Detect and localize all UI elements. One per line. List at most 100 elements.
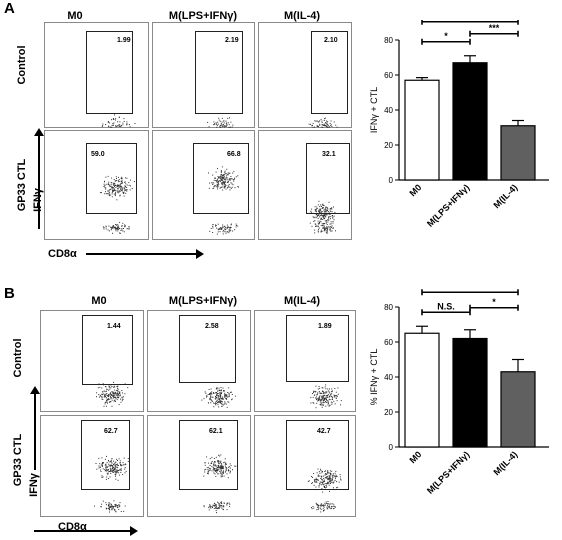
y-tick-label: 0: [389, 443, 394, 452]
x-tick-label: M(LPS+IFNγ): [425, 449, 472, 496]
x-tick-label: M(IL-4): [491, 182, 519, 210]
gate: [179, 315, 236, 383]
gate-value: 2.10: [324, 37, 338, 44]
dot-cloud: [309, 200, 336, 234]
dot-cloud: [94, 455, 129, 513]
x-tick-label: M0: [407, 449, 423, 465]
panel-b-xaxis-arrowhead: [130, 526, 138, 536]
gate-value: 1.89: [318, 323, 332, 330]
flow-plot-b-control-il4: 1.89: [254, 310, 356, 412]
flow-plot-b-control-lps: 2.58: [147, 310, 251, 412]
panel-b-letter: B: [4, 285, 15, 302]
gate: [179, 420, 238, 490]
bar: [500, 125, 536, 181]
gate-value: 2.19: [225, 37, 239, 44]
gate: [82, 315, 133, 385]
panel-b-yaxis-label: IFNγ: [28, 473, 40, 497]
bar-chart-b: 0 20 40 60 80 % IFNγ + CTL M0 M(LPS+IFNγ) M(IL-4…: [369, 287, 549, 496]
x-tick-label: M(IL-4): [491, 449, 519, 477]
panel-a-col-m0: M0: [67, 10, 83, 22]
dot-cloud: [101, 114, 136, 128]
x-tick-label: M0: [407, 182, 423, 198]
significance-label: **: [466, 287, 474, 291]
y-tick-label: 60: [384, 338, 393, 347]
panel-b-col-il4: M(IL-4): [283, 295, 321, 307]
gate-value: 32.1: [322, 151, 336, 158]
y-tick-label: 60: [384, 71, 393, 80]
panel-b-xaxis-arrow: [34, 530, 130, 532]
panel-a-col-lps: M(LPS+IFNγ): [168, 10, 238, 22]
gate: [193, 143, 249, 214]
dot-cloud: [308, 117, 338, 128]
flow-plot-b-gp33-lps: 62.1: [147, 415, 251, 517]
gate: [286, 315, 349, 382]
gate: [311, 31, 348, 114]
panel-a-letter: A: [4, 0, 15, 17]
y-tick-label: 40: [384, 373, 393, 382]
flow-plot-b-control-m0: 1.44: [40, 310, 144, 412]
panel-a-xaxis-label: CD8α: [48, 248, 77, 260]
flow-plot-a-control-lps: 2.19: [152, 22, 255, 128]
gate: [286, 420, 349, 490]
gate: [86, 31, 133, 114]
gate-value: 62.1: [209, 428, 223, 435]
panel-a-yaxis-arrowhead: [34, 128, 44, 136]
gate-value: 2.58: [205, 323, 219, 330]
gate-value: 59.0: [91, 151, 105, 158]
dot-cloud: [207, 117, 234, 128]
flow-plot-a-control-m0: 1.99: [44, 22, 149, 128]
significance-label: ***: [489, 23, 500, 33]
panel-a-col-il4: M(IL-4): [283, 10, 321, 22]
y-tick-label: 80: [384, 303, 393, 312]
panel-a-xaxis-arrowhead: [196, 249, 204, 259]
panel-a-xaxis-arrow: [86, 253, 196, 255]
bar: [500, 371, 536, 448]
flow-plot-a-control-il4: 2.10: [258, 22, 352, 128]
y-axis-label: % IFNγ + CTL: [369, 349, 379, 406]
flow-plot-a-gp33-lps: 66.8: [152, 130, 255, 240]
bar-chart-a: 0 20 40 60 80 IFNγ + CTL M0 M(LPS+IFNγ) M(IL-4) *…: [369, 20, 549, 229]
panel-a-row-control: Control: [16, 45, 28, 85]
significance-label: ***: [465, 20, 476, 21]
panel-b-yaxis-arrow: [34, 392, 36, 470]
significance-label: N.S.: [437, 301, 455, 311]
gate-value: 66.8: [227, 151, 241, 158]
gate-value: 62.7: [104, 428, 118, 435]
y-tick-label: 80: [384, 36, 393, 45]
flow-plot-b-gp33-il4: 42.7: [254, 415, 356, 517]
bar: [404, 79, 440, 181]
gate: [81, 420, 130, 490]
gate-value: 1.44: [107, 323, 121, 330]
y-axis-label: IFNγ + CTL: [369, 87, 379, 133]
panel-b-col-lps: M(LPS+IFNγ): [168, 295, 238, 307]
panel-b-col-m0: M0: [91, 295, 107, 307]
dot-cloud: [203, 454, 237, 514]
gate-value: 1.99: [117, 37, 131, 44]
x-tick-label: M(LPS+IFNγ): [425, 182, 472, 229]
flow-plot-b-gp33-m0: 62.7: [40, 415, 144, 517]
flow-plot-a-gp33-m0: 59.0: [44, 130, 149, 240]
bar: [452, 337, 488, 448]
dot-cloud: [208, 166, 239, 235]
significance-label: *: [492, 297, 496, 307]
flow-plot-a-gp33-il4: 32.1: [258, 130, 352, 240]
gate-value: 42.7: [317, 428, 331, 435]
panel-b-row-gp33: GP33 CTL: [12, 433, 24, 487]
y-tick-label: 40: [384, 106, 393, 115]
y-tick-label: 0: [389, 176, 394, 185]
y-tick-label: 20: [384, 408, 393, 417]
dot-cloud: [99, 175, 135, 234]
panel-a-yaxis-arrow: [38, 134, 40, 229]
dot-cloud: [201, 387, 236, 408]
dot-cloud: [96, 381, 129, 407]
y-tick-label: 20: [384, 141, 393, 150]
gate: [306, 143, 350, 214]
dot-cloud: [307, 468, 342, 513]
bar: [452, 62, 488, 181]
significance-label: *: [444, 31, 448, 41]
panel-b-row-control: Control: [12, 338, 24, 378]
panel-b-yaxis-arrowhead: [30, 386, 40, 394]
panel-a-row-gp33: GP33 CTL: [16, 158, 28, 212]
dot-cloud: [310, 384, 342, 409]
bar: [404, 332, 440, 448]
